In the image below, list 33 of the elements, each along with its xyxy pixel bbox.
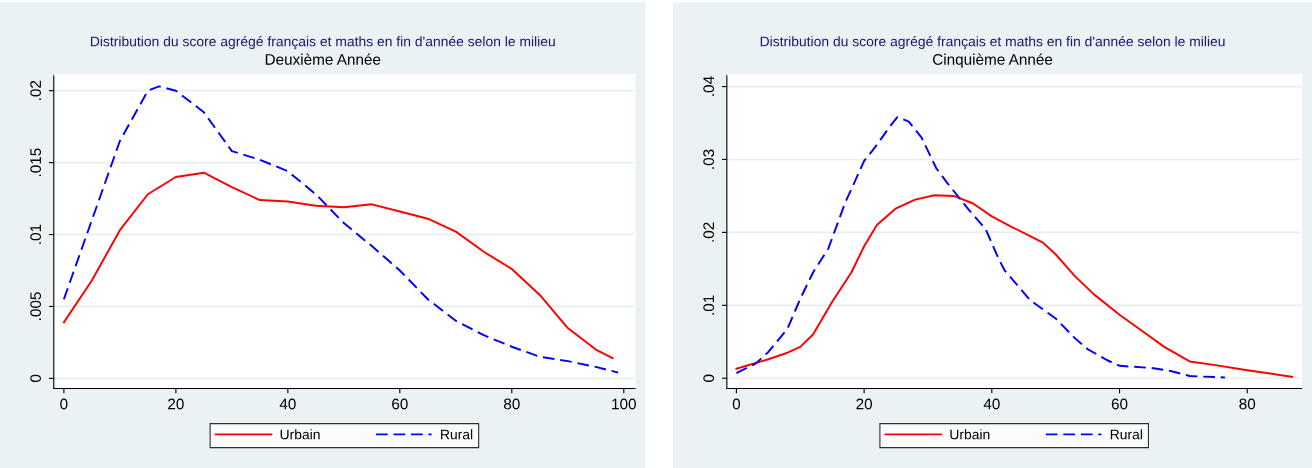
y-tick-label: .01 bbox=[703, 295, 715, 315]
line-series bbox=[62, 85, 620, 374]
y-tick-label: .01 bbox=[30, 224, 42, 244]
x-tick-label: 100 bbox=[612, 398, 636, 410]
line-series bbox=[62, 171, 614, 360]
x-tick-label: 80 bbox=[1239, 398, 1256, 410]
x-tick-label: 60 bbox=[1111, 398, 1128, 410]
y-tick-label: .02 bbox=[30, 80, 42, 100]
legend-label: Urbain bbox=[280, 429, 320, 440]
legend-label: Rural bbox=[441, 429, 473, 440]
x-tick-label: 0 bbox=[732, 398, 741, 410]
legend-label: Rural bbox=[1110, 429, 1142, 440]
y-tick-label: .03 bbox=[703, 149, 715, 169]
y-tick-label: .02 bbox=[703, 222, 715, 242]
x-tick-label: 40 bbox=[983, 398, 1000, 410]
x-tick-label: 40 bbox=[279, 398, 296, 410]
chart-subtitle: Deuxième Année bbox=[265, 53, 381, 65]
y-tick-label: .005 bbox=[30, 292, 42, 320]
x-tick-label: 60 bbox=[392, 398, 408, 410]
x-tick-label: 0 bbox=[60, 398, 68, 410]
y-tick-label: .015 bbox=[30, 148, 42, 177]
legend-label: Urbain bbox=[950, 429, 990, 440]
y-tick-label: 0 bbox=[703, 374, 715, 382]
chart-title: Distribution du score agrégé français et maths en fin d'année selon le milieu bbox=[760, 35, 1225, 50]
line-series bbox=[735, 194, 1293, 378]
y-tick-label: 0 bbox=[30, 374, 42, 383]
x-tick-label: 20 bbox=[856, 398, 873, 410]
x-tick-label: 80 bbox=[503, 398, 520, 410]
x-tick-label: 20 bbox=[168, 398, 184, 410]
y-tick-label: .04 bbox=[703, 76, 715, 96]
line-series bbox=[735, 116, 1226, 379]
chart-subtitle: Cinquième Année bbox=[933, 53, 1053, 68]
chart-title: Distribution du score agrégé français et maths en fin d'année selon le milieu bbox=[90, 35, 555, 50]
